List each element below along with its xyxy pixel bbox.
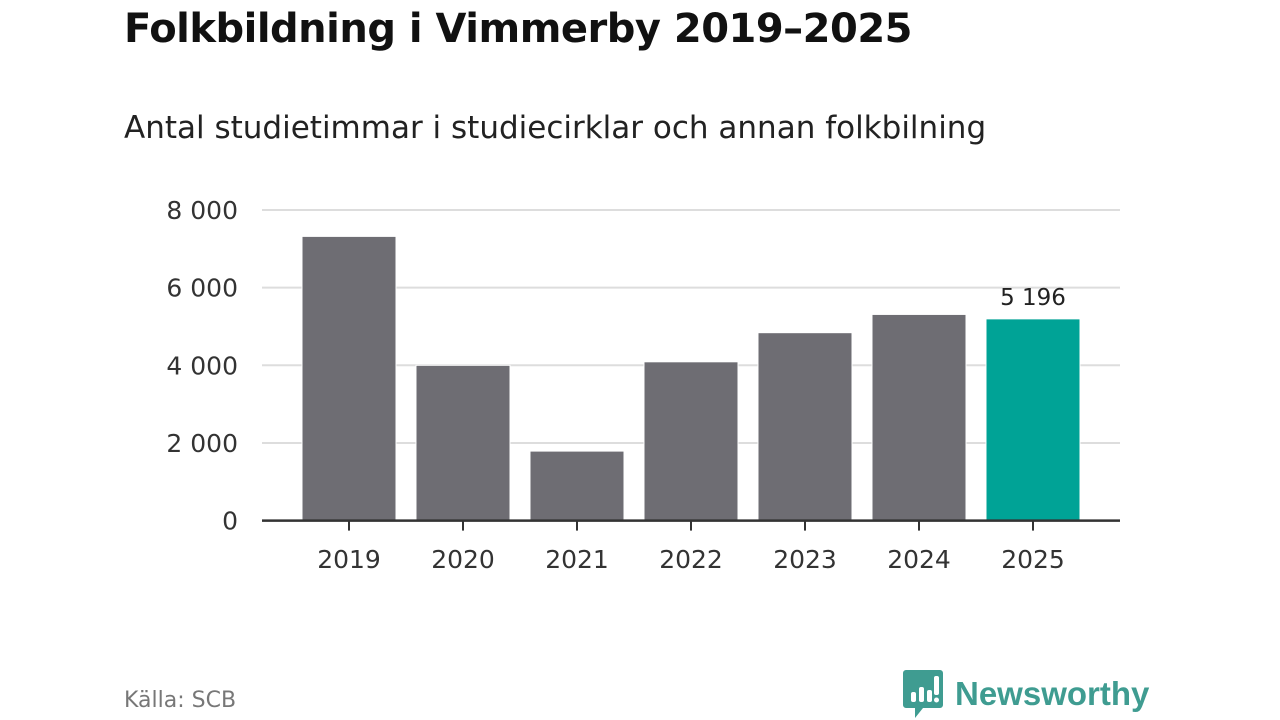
x-tick-label: 2024 [887,545,951,574]
x-tick-label: 2023 [773,545,837,574]
bar-2022 [643,361,739,522]
newsworthy-logo: Newsworthy [903,670,1149,718]
y-tick-label: 6 000 [166,274,238,303]
x-tick-label: 2019 [317,545,381,574]
y-tick-label: 0 [222,507,238,536]
chart-title: Folkbildning i Vimmerby 2019–2025 [124,6,913,52]
bar-2024 [871,313,967,522]
bar-2023 [757,332,853,522]
bar-2025 [985,318,1081,522]
data-label: 5 196 [1000,285,1066,311]
x-tick-label: 2025 [1001,545,1065,574]
bar-2020 [415,364,511,522]
bar-chart-bubble-icon [903,670,943,718]
y-tick-label: 4 000 [166,351,238,380]
x-tick-label: 2022 [659,545,723,574]
bar-2019 [301,235,397,522]
bar-2021 [529,450,625,522]
source-note: Källa: SCB [124,688,237,713]
y-tick-label: 8 000 [166,196,238,225]
y-tick-label: 2 000 [166,429,238,458]
chart-subtitle: Antal studietimmar i studiecirklar och a… [124,110,987,146]
x-tick-label: 2020 [431,545,495,574]
x-tick-label: 2021 [545,545,609,574]
brand-name: Newsworthy [955,675,1150,712]
